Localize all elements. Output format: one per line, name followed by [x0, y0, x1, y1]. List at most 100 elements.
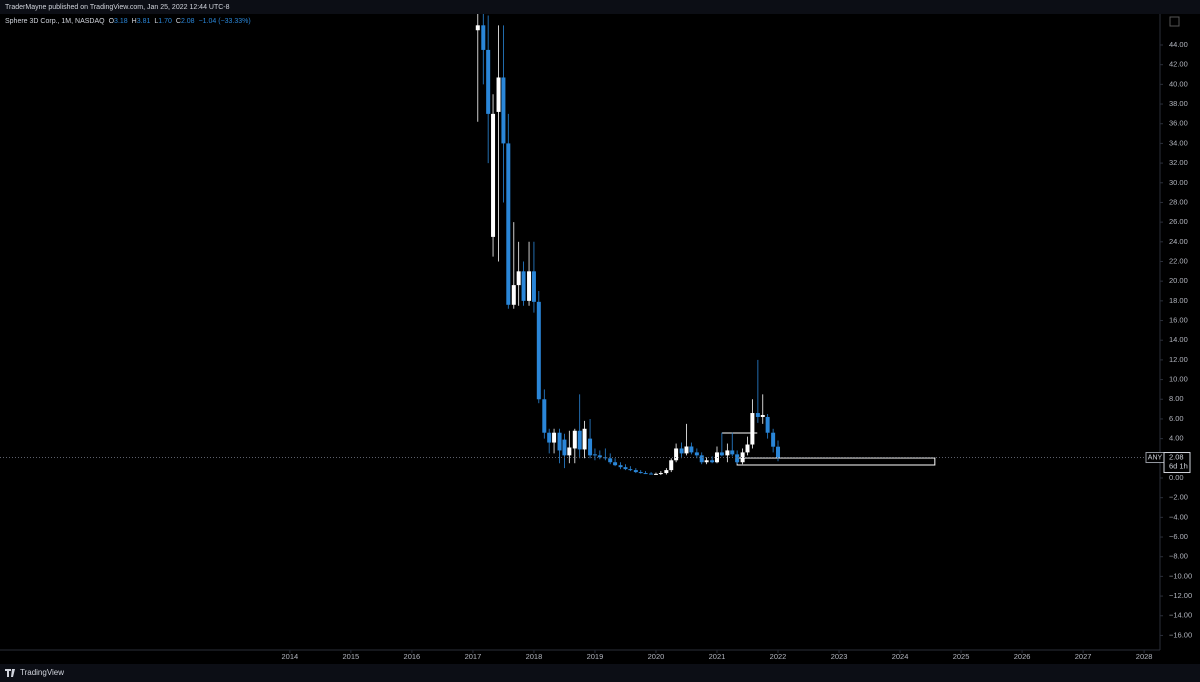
y-tick-label: 30.00	[1169, 178, 1188, 187]
legend-key: O	[109, 18, 115, 25]
candle-body	[735, 454, 740, 463]
legend-key: C	[176, 18, 181, 25]
y-tick-label: 8.00	[1169, 394, 1184, 403]
candle-body	[618, 465, 623, 468]
y-tick-label: 10.00	[1169, 375, 1188, 384]
candle-body	[658, 473, 663, 475]
y-tick-label: −8.00	[1169, 552, 1188, 561]
candle-body	[719, 452, 724, 456]
candle-body	[536, 301, 541, 400]
footer-bar	[0, 664, 1200, 682]
candle-body	[765, 416, 770, 433]
candle-body	[496, 77, 501, 112]
candle-body	[567, 447, 572, 456]
legend-value: 2.08	[181, 18, 195, 25]
y-tick-label: 42.00	[1169, 60, 1188, 69]
candle-body	[501, 77, 506, 144]
candle-body	[776, 446, 781, 458]
legend-symbol: Sphere 3D Corp., 1M, NASDAQ	[5, 18, 105, 25]
legend-key: L	[154, 18, 158, 25]
settings-icon[interactable]	[1169, 16, 1180, 27]
y-tick-label: 44.00	[1169, 40, 1188, 49]
candle-body	[699, 455, 704, 463]
x-tick-label: 2018	[526, 652, 543, 661]
candle-body	[755, 413, 760, 417]
y-tick-label: −14.00	[1169, 611, 1192, 620]
candle-body	[527, 271, 532, 301]
candle-body	[613, 462, 618, 466]
plot	[475, 14, 936, 476]
x-tick-label: 2024	[892, 652, 909, 661]
x-tick-label: 2025	[953, 652, 970, 661]
y-tick-label: −16.00	[1169, 630, 1192, 639]
candle-body	[547, 432, 552, 443]
candle-body	[643, 473, 648, 475]
candle-body	[577, 430, 582, 450]
x-tick-label: 2028	[1136, 652, 1153, 661]
legend-text: Sphere 3D Corp., 1M, NASDAQ O3.18 H3.81 L1.…	[5, 18, 251, 25]
candle-body	[760, 415, 765, 417]
brand: TradingView	[20, 668, 64, 677]
price-tag-countdown: 6d 1h	[1169, 462, 1188, 471]
legend: Sphere 3D Corp., 1M, NASDAQ O3.18 H3.81 L1.…	[5, 18, 251, 25]
x-tick-label: 2020	[648, 652, 665, 661]
y-tick-label: 26.00	[1169, 217, 1188, 226]
candle-body	[740, 452, 745, 463]
legend-value: 3.81	[137, 18, 151, 25]
candle-body	[557, 432, 562, 451]
y-tick-label: 32.00	[1169, 158, 1188, 167]
candle-body	[633, 470, 638, 473]
candle-body	[481, 25, 486, 50]
candle-body	[572, 430, 577, 449]
candle-body	[664, 470, 669, 474]
candle-body	[694, 452, 699, 456]
y-tick-label: 22.00	[1169, 256, 1188, 265]
candle-body	[638, 472, 643, 474]
candle-body	[674, 448, 679, 461]
y-tick-label: −10.00	[1169, 571, 1192, 580]
y-tick-label: 20.00	[1169, 276, 1188, 285]
x-tick-label: 2023	[831, 652, 848, 661]
candle-body	[506, 143, 511, 305]
candle-body	[588, 438, 593, 456]
candle-body	[730, 450, 735, 455]
y-tick-label: 0.00	[1169, 473, 1184, 482]
candle-body	[592, 454, 597, 456]
x-tick-label: 2026	[1014, 652, 1031, 661]
candle-body	[750, 413, 755, 445]
candle-body	[710, 460, 715, 463]
candle-body	[552, 432, 557, 443]
brand-logo	[5, 669, 15, 677]
legend-change: −1.04 (−33.33%)	[199, 18, 251, 25]
candle-body	[669, 460, 674, 471]
candle-body	[684, 446, 689, 454]
x-tick-label: 2027	[1075, 652, 1092, 661]
price-tag-box	[1163, 452, 1191, 474]
legend-value: 1.70	[158, 18, 172, 25]
y-tick-label: 40.00	[1169, 79, 1188, 88]
y-tick-label: 4.00	[1169, 434, 1184, 443]
y-tick-label: 16.00	[1169, 316, 1188, 325]
candle-body	[521, 271, 526, 301]
y-tick-label: 28.00	[1169, 197, 1188, 206]
x-tick-label: 2016	[404, 652, 421, 661]
candle-body	[542, 399, 547, 433]
candle-body	[562, 439, 567, 456]
price-tag-symbol: ANY	[1148, 454, 1163, 461]
candle-body	[725, 450, 730, 456]
candle-body	[475, 25, 480, 31]
y-tick-label: −12.00	[1169, 591, 1192, 600]
candle-body	[608, 458, 613, 463]
x-tick-label: 2015	[343, 652, 360, 661]
candle-body	[745, 444, 750, 453]
legend-value: 3.18	[114, 18, 128, 25]
candle-body	[679, 448, 684, 454]
candle-body	[704, 460, 709, 463]
candle-body	[531, 271, 536, 302]
candle-body	[649, 473, 654, 475]
y-tick-label: 6.00	[1169, 414, 1184, 423]
candle-body	[486, 49, 491, 114]
y-tick-label: −6.00	[1169, 532, 1188, 541]
candle-body	[491, 113, 496, 237]
